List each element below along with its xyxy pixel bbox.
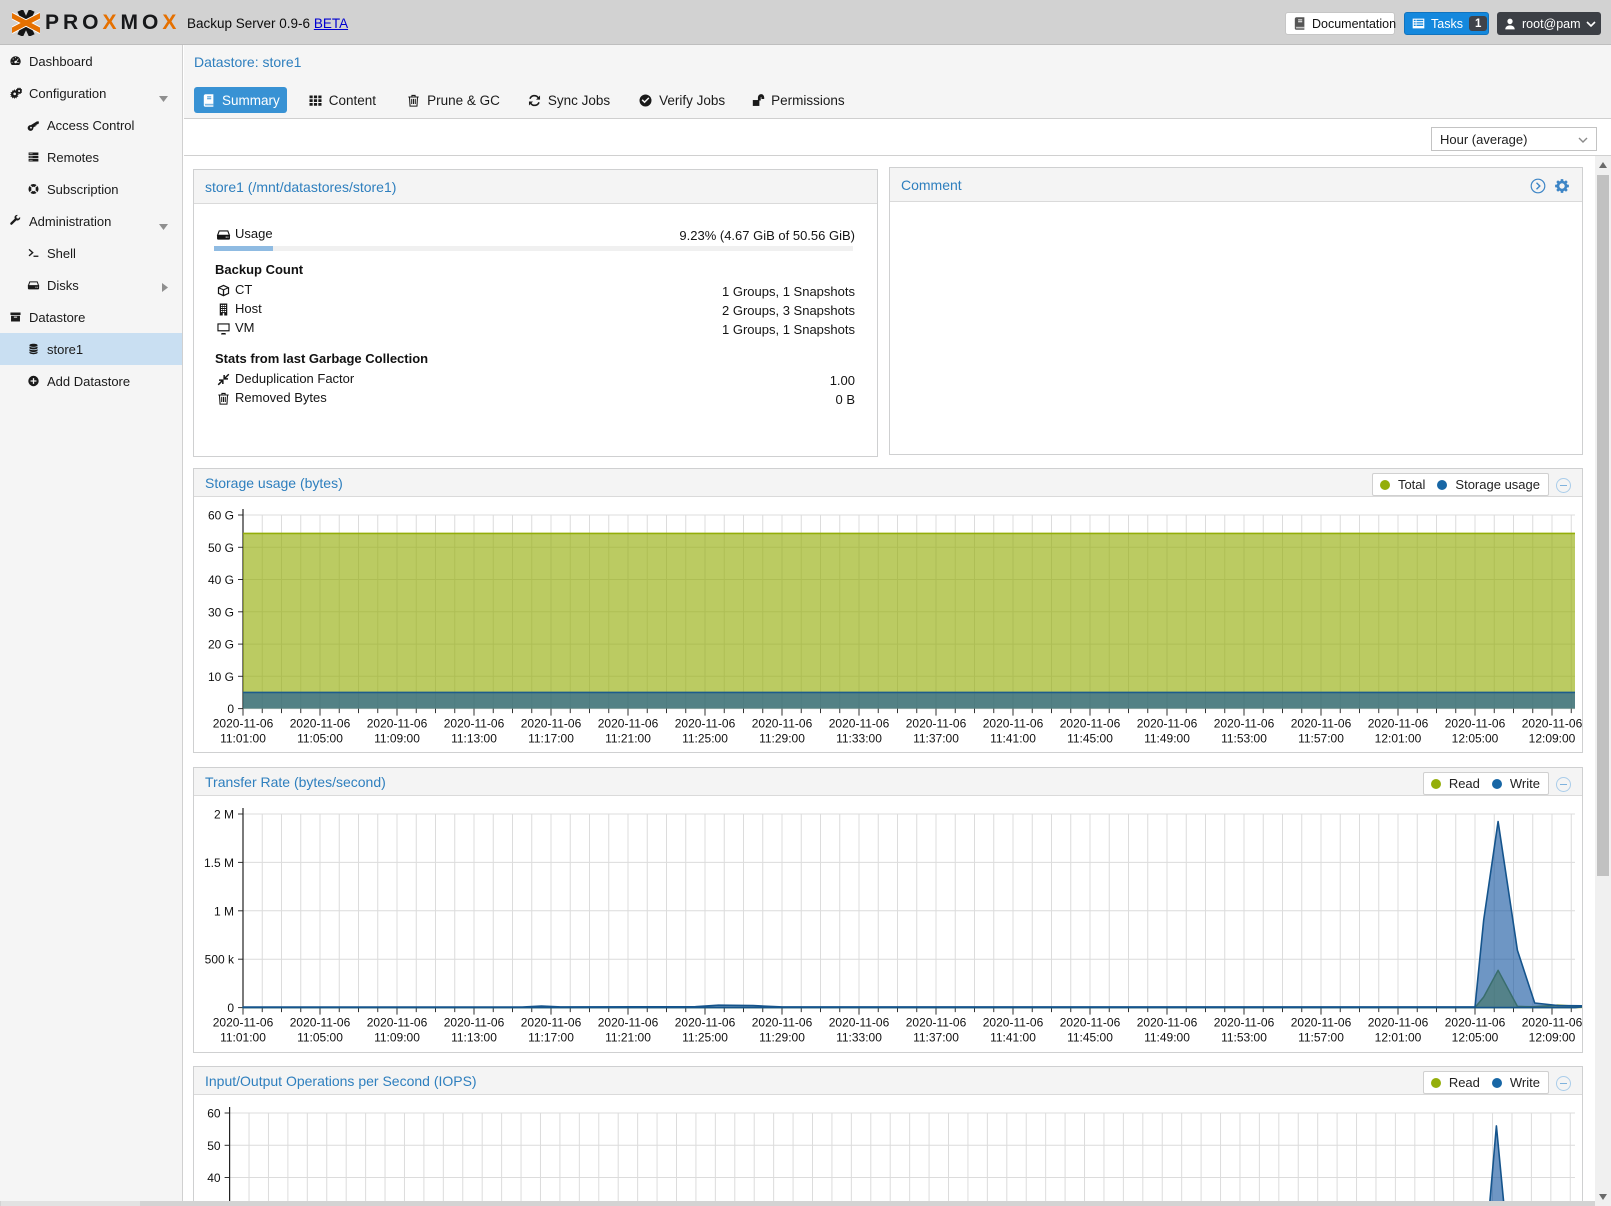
svg-text:60: 60 [207,1107,221,1121]
svg-text:11:13:00: 11:13:00 [451,1031,497,1045]
svg-text:11:49:00: 11:49:00 [1144,732,1190,746]
svg-text:30 G: 30 G [208,605,234,619]
svg-text:2020-11-06: 2020-11-06 [290,1016,351,1030]
svg-text:2020-11-06: 2020-11-06 [213,1016,274,1030]
svg-text:2020-11-06: 2020-11-06 [906,1016,967,1030]
svg-text:20 G: 20 G [208,638,234,652]
svg-text:12:05:00: 12:05:00 [1452,1031,1499,1045]
svg-text:2020-11-06: 2020-11-06 [1445,717,1506,731]
svg-text:2020-11-06: 2020-11-06 [1522,717,1582,731]
svg-text:11:53:00: 11:53:00 [1221,1031,1267,1045]
svg-text:11:13:00: 11:13:00 [451,732,497,746]
svg-text:0: 0 [227,1001,234,1015]
svg-text:11:41:00: 11:41:00 [990,732,1036,746]
svg-text:11:21:00: 11:21:00 [605,1031,651,1045]
svg-text:2020-11-06: 2020-11-06 [1368,1016,1429,1030]
svg-text:2020-11-06: 2020-11-06 [752,717,813,731]
svg-text:40: 40 [207,1171,221,1185]
svg-text:1 M: 1 M [214,904,234,918]
svg-text:12:01:00: 12:01:00 [1375,732,1422,746]
svg-text:11:45:00: 11:45:00 [1067,1031,1113,1045]
svg-text:11:33:00: 11:33:00 [836,732,882,746]
svg-text:2020-11-06: 2020-11-06 [444,1016,505,1030]
svg-text:12:09:00: 12:09:00 [1529,1031,1576,1045]
svg-text:50 G: 50 G [208,541,234,555]
svg-text:11:21:00: 11:21:00 [605,732,651,746]
svg-text:2 M: 2 M [214,808,234,822]
svg-text:2020-11-06: 2020-11-06 [829,1016,890,1030]
svg-text:11:01:00: 11:01:00 [220,732,266,746]
svg-text:500 k: 500 k [205,953,235,967]
svg-text:2020-11-06: 2020-11-06 [367,1016,428,1030]
svg-text:2020-11-06: 2020-11-06 [1445,1016,1506,1030]
svg-text:2020-11-06: 2020-11-06 [752,1016,813,1030]
svg-text:11:01:00: 11:01:00 [220,1031,266,1045]
svg-text:2020-11-06: 2020-11-06 [444,717,505,731]
svg-text:11:17:00: 11:17:00 [528,1031,574,1045]
svg-text:2020-11-06: 2020-11-06 [675,717,736,731]
svg-text:11:37:00: 11:37:00 [913,1031,959,1045]
svg-text:2020-11-06: 2020-11-06 [1137,1016,1198,1030]
svg-text:11:09:00: 11:09:00 [374,732,420,746]
svg-text:2020-11-06: 2020-11-06 [983,1016,1044,1030]
svg-text:11:29:00: 11:29:00 [759,732,805,746]
svg-text:2020-11-06: 2020-11-06 [213,717,274,731]
svg-text:2020-11-06: 2020-11-06 [1214,717,1275,731]
svg-text:12:09:00: 12:09:00 [1529,732,1576,746]
svg-text:2020-11-06: 2020-11-06 [1060,1016,1121,1030]
svg-text:2020-11-06: 2020-11-06 [1291,1016,1352,1030]
svg-text:2020-11-06: 2020-11-06 [1214,1016,1275,1030]
svg-text:2020-11-06: 2020-11-06 [1137,717,1198,731]
svg-text:60 G: 60 G [208,509,234,523]
svg-text:11:05:00: 11:05:00 [297,732,343,746]
svg-text:12:01:00: 12:01:00 [1375,1031,1422,1045]
svg-text:2020-11-06: 2020-11-06 [1368,717,1429,731]
svg-text:2020-11-06: 2020-11-06 [367,717,428,731]
svg-text:11:57:00: 11:57:00 [1298,732,1344,746]
svg-text:0: 0 [227,702,234,716]
svg-text:2020-11-06: 2020-11-06 [598,717,659,731]
svg-text:11:05:00: 11:05:00 [297,1031,343,1045]
svg-text:2020-11-06: 2020-11-06 [1291,717,1352,731]
svg-text:11:41:00: 11:41:00 [990,1031,1036,1045]
svg-text:2020-11-06: 2020-11-06 [675,1016,736,1030]
svg-text:50: 50 [207,1139,221,1153]
svg-text:2020-11-06: 2020-11-06 [521,717,582,731]
svg-text:11:45:00: 11:45:00 [1067,732,1113,746]
svg-text:1.5 M: 1.5 M [204,856,234,870]
svg-text:10 G: 10 G [208,670,234,684]
svg-text:11:25:00: 11:25:00 [682,1031,728,1045]
svg-text:40 G: 40 G [208,573,234,587]
svg-text:11:17:00: 11:17:00 [528,732,574,746]
svg-text:2020-11-06: 2020-11-06 [1060,717,1121,731]
svg-text:11:25:00: 11:25:00 [682,732,728,746]
svg-text:2020-11-06: 2020-11-06 [906,717,967,731]
svg-text:2020-11-06: 2020-11-06 [983,717,1044,731]
svg-text:2020-11-06: 2020-11-06 [1522,1016,1582,1030]
svg-text:11:09:00: 11:09:00 [374,1031,420,1045]
svg-text:11:33:00: 11:33:00 [836,1031,882,1045]
svg-text:12:05:00: 12:05:00 [1452,732,1499,746]
svg-text:2020-11-06: 2020-11-06 [290,717,351,731]
svg-text:11:29:00: 11:29:00 [759,1031,805,1045]
svg-text:11:53:00: 11:53:00 [1221,732,1267,746]
svg-text:2020-11-06: 2020-11-06 [521,1016,582,1030]
svg-text:11:57:00: 11:57:00 [1298,1031,1344,1045]
svg-text:11:49:00: 11:49:00 [1144,1031,1190,1045]
svg-text:2020-11-06: 2020-11-06 [598,1016,659,1030]
svg-text:11:37:00: 11:37:00 [913,732,959,746]
svg-text:2020-11-06: 2020-11-06 [829,717,890,731]
